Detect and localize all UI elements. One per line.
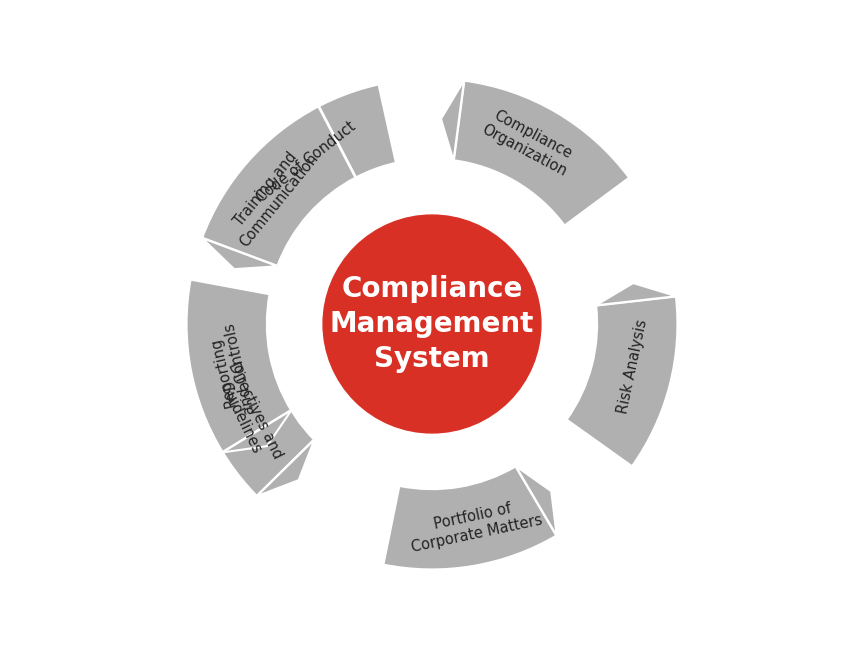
Wedge shape [202,106,356,266]
Polygon shape [222,410,291,452]
Wedge shape [454,80,630,226]
Polygon shape [257,439,314,496]
Polygon shape [596,283,677,305]
Wedge shape [383,466,556,570]
Text: Code of Conduct: Code of Conduct [253,119,358,205]
Wedge shape [222,84,397,238]
Text: Training and
Communication: Training and Communication [224,140,321,250]
Polygon shape [222,196,291,238]
Text: Reporting
and Controls: Reporting and Controls [206,321,258,419]
Polygon shape [202,238,277,269]
Text: Compliance
Management
System: Compliance Management System [330,275,534,373]
Polygon shape [441,80,464,161]
Text: Portfolio of
Corporate Matters: Portfolio of Corporate Matters [406,495,543,555]
Wedge shape [187,331,314,496]
Wedge shape [566,296,677,467]
Circle shape [270,162,594,486]
Polygon shape [516,466,556,536]
Text: Compliance
Organization: Compliance Organization [480,106,577,179]
Text: Directives and
Guidelines: Directives and Guidelines [210,360,285,469]
Wedge shape [187,279,291,452]
Circle shape [323,215,541,433]
Text: Risk Analysis: Risk Analysis [615,318,650,415]
